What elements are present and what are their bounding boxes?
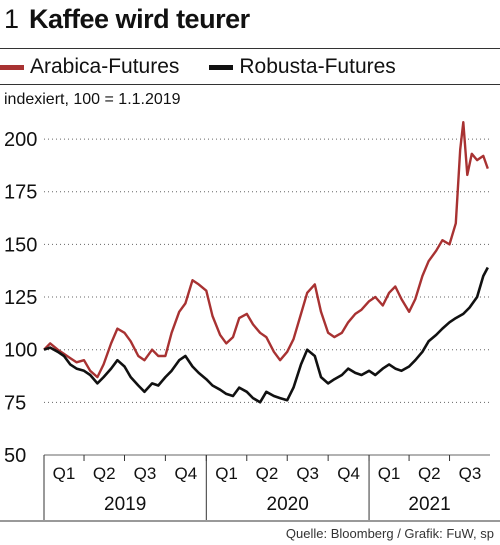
quarter-label-8: Q1	[378, 464, 401, 483]
quarter-label-1: Q2	[93, 464, 116, 483]
unit-label: indexiert, 100 = 1.1.2019	[4, 91, 181, 108]
quarter-label-2: Q3	[134, 464, 157, 483]
y-tick-label-50: 50	[4, 445, 26, 467]
quarter-label-3: Q4	[175, 464, 198, 483]
chart-title: Kaffee wird teurer	[29, 4, 250, 34]
year-label-2021: 2021	[408, 494, 450, 515]
y-tick-label-175: 175	[4, 182, 37, 204]
header-divider	[0, 48, 500, 49]
series-line-robusta	[43, 266, 489, 404]
y-tick-label-100: 100	[4, 340, 37, 362]
y-tick-label-75: 75	[4, 392, 26, 414]
chart-header: 1 Kaffee wird teurer	[4, 4, 250, 44]
y-tick-label-200: 200	[4, 129, 37, 151]
quarter-label-5: Q2	[256, 464, 279, 483]
quarter-label-0: Q1	[53, 464, 76, 483]
source-note: Quelle: Bloomberg / Grafik: FuW, sp	[285, 526, 494, 541]
legend-swatch-robusta	[209, 64, 234, 70]
legend: Arabica-Futures Robusta-Futures	[0, 52, 426, 82]
legend-divider	[0, 84, 500, 85]
series-line-arabica	[43, 121, 489, 379]
quarter-label-9: Q2	[418, 464, 441, 483]
legend-item-robusta: Robusta-Futures	[209, 55, 396, 79]
year-label-2020: 2020	[267, 494, 309, 515]
y-tick-label-125: 125	[4, 287, 37, 309]
legend-label-robusta: Robusta-Futures	[239, 55, 396, 78]
quarter-label-6: Q3	[296, 464, 319, 483]
year-label-2019: 2019	[104, 494, 146, 515]
legend-label-arabica: Arabica-Futures	[30, 55, 180, 78]
y-tick-label-150: 150	[4, 234, 37, 256]
legend-item-arabica: Arabica-Futures	[0, 55, 179, 79]
quarter-label-4: Q1	[215, 464, 238, 483]
quarter-label-10: Q3	[459, 464, 482, 483]
legend-swatch-arabica	[0, 64, 24, 70]
quarter-label-7: Q4	[337, 464, 360, 483]
chart-number: 1	[4, 4, 20, 34]
